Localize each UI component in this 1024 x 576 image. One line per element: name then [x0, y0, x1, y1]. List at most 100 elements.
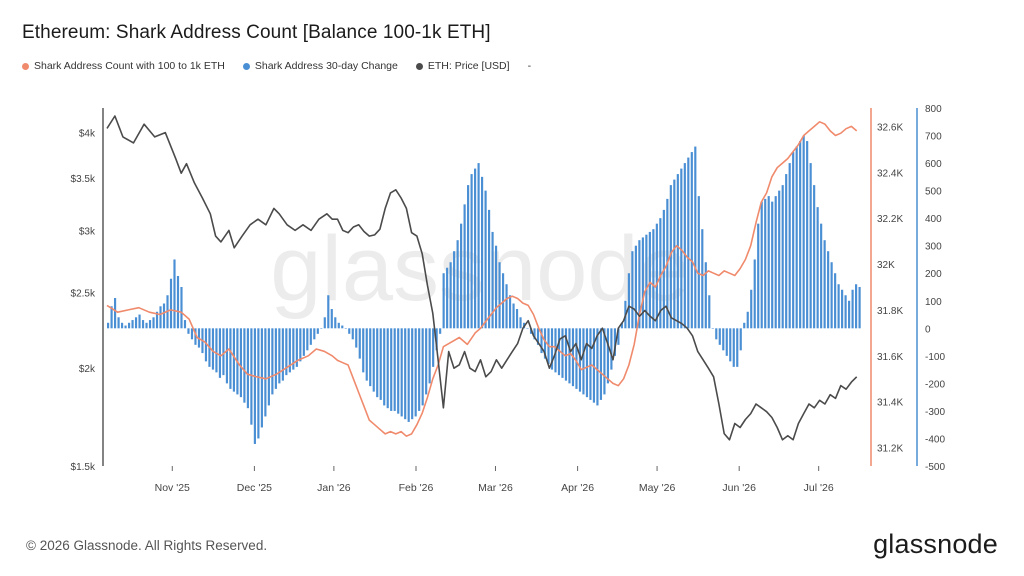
bar-change — [253, 328, 256, 444]
bar-change — [806, 141, 809, 329]
bar-change — [788, 163, 791, 329]
bar-change — [498, 262, 501, 329]
bar-change — [484, 190, 487, 329]
bar-change — [246, 328, 249, 409]
bar-change — [474, 168, 477, 329]
bar-change — [778, 190, 781, 329]
bar-change — [190, 328, 194, 340]
right-count-axis-tick-label: 31.6K — [877, 352, 903, 363]
right-change-axis-tick-label: 700 — [925, 132, 942, 143]
bar-change — [425, 328, 428, 395]
bar-change — [159, 306, 162, 329]
line-series-eth-price — [106, 115, 858, 441]
bar-change — [432, 328, 435, 367]
bar-change — [568, 328, 571, 384]
bar-change — [774, 196, 777, 329]
bar-change — [316, 328, 319, 334]
legend-item-shark-change[interactable]: Shark Address 30-day Change — [242, 60, 398, 72]
bar-change — [141, 320, 145, 329]
bar-change — [463, 204, 466, 329]
bar-change — [390, 328, 393, 411]
bar-change — [400, 328, 403, 417]
bar-change — [575, 328, 578, 389]
line-eth-price — [106, 115, 858, 441]
bar-change — [107, 322, 110, 329]
bar-change — [176, 275, 180, 329]
bar-change — [557, 328, 561, 376]
bar-change — [701, 229, 704, 329]
right-count-axis-tick-label: 32.2K — [877, 214, 903, 225]
right-change-axis-tick-label: 600 — [925, 159, 942, 170]
bar-change — [232, 328, 235, 392]
bar-change — [494, 245, 498, 329]
bar-change — [771, 201, 774, 329]
bar-change — [501, 273, 505, 329]
bar-change — [823, 240, 826, 329]
legend-label-eth-price: ETH: Price [USD] — [427, 60, 510, 72]
bar-change — [180, 287, 183, 329]
bar-change — [274, 328, 277, 389]
bar-change — [732, 328, 735, 367]
bar-change — [851, 289, 854, 329]
bar-change — [306, 328, 309, 351]
bar-change — [659, 218, 662, 329]
right-change-axis-tick-label: -100 — [925, 352, 945, 363]
bar-change — [467, 185, 470, 329]
x-axis-tick-label: Jan '26 — [317, 482, 351, 494]
bar-change — [669, 185, 672, 329]
left-axis-tick-label: $3.5k — [71, 174, 96, 185]
bar-change — [383, 328, 386, 406]
bar-change — [809, 163, 812, 329]
bar-change — [746, 311, 749, 329]
bar-change — [533, 328, 536, 340]
right-change-axis-tick-label: 0 — [925, 324, 931, 335]
bar-change — [460, 223, 463, 329]
bar-change — [750, 289, 753, 329]
x-axis-tick-label: Nov '25 — [155, 482, 190, 494]
bar-change — [341, 325, 344, 329]
bar-change — [613, 328, 616, 356]
right-change-axis-tick-label: 100 — [925, 297, 942, 308]
bar-change — [194, 328, 197, 345]
bar-change — [278, 328, 281, 384]
right-change-axis-tick-label: 300 — [925, 242, 942, 253]
bar-change — [327, 295, 330, 329]
bar-change — [760, 201, 763, 329]
bar-change — [582, 328, 585, 395]
bar-change — [215, 328, 218, 373]
bar-change — [271, 328, 274, 395]
right-count-axis-tick-label: 32.6K — [877, 122, 903, 133]
bar-change — [578, 328, 582, 392]
bar-change — [599, 328, 603, 400]
bar-change — [725, 328, 728, 356]
bar-change — [309, 328, 312, 345]
chart-plot[interactable]: glassnode $1.5k $2k $2.5k $3k $3.5k $4k 31.2K 3… — [0, 0, 1024, 520]
legend-dot-shark-count — [22, 62, 29, 70]
chart-legend: Shark Address Count with 100 to 1k ETH S… — [22, 60, 531, 72]
bar-change — [641, 237, 644, 329]
bar-change — [299, 328, 302, 362]
bar-change — [683, 163, 686, 329]
bar-change — [841, 289, 844, 329]
bar-change — [792, 152, 795, 329]
bar-change — [708, 295, 711, 329]
bar-change — [365, 328, 368, 381]
legend-item-eth-price[interactable]: ETH: Price [USD] — [415, 60, 510, 72]
x-axis-tick-label: Jul '26 — [804, 482, 834, 494]
legend-label-shark-change: Shark Address 30-day Change — [254, 60, 398, 72]
bar-change — [148, 320, 152, 329]
bar-change — [323, 317, 326, 329]
right-change-axis-tick-label: 200 — [925, 269, 942, 280]
bar-change — [362, 328, 365, 373]
bar-change — [183, 320, 187, 329]
bar-change — [369, 328, 372, 387]
bar-change — [421, 328, 424, 406]
bar-change — [631, 251, 634, 329]
bar-change — [655, 223, 658, 329]
legend-label-shark-count: Shark Address Count with 100 to 1k ETH — [34, 60, 225, 72]
bar-change — [453, 251, 456, 329]
legend-item-shark-count[interactable]: Shark Address Count with 100 to 1k ETH — [22, 60, 225, 72]
bar-change — [131, 320, 134, 329]
bar-change — [603, 328, 606, 395]
right-change-axis-tick-label: -200 — [925, 379, 945, 390]
